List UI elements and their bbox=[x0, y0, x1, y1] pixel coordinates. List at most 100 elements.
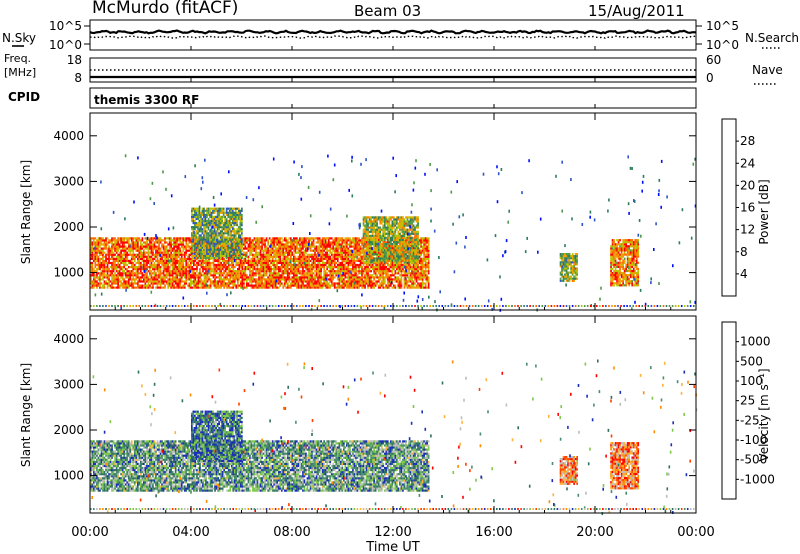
data-cell bbox=[302, 268, 304, 271]
data-cell bbox=[221, 284, 224, 287]
data-cell bbox=[229, 274, 232, 277]
data-cell bbox=[246, 247, 248, 250]
data-cell bbox=[358, 282, 360, 285]
data-cell bbox=[90, 282, 92, 285]
data-cell bbox=[238, 276, 241, 279]
data-cell bbox=[421, 280, 424, 283]
data-cell bbox=[176, 255, 179, 258]
data-cell bbox=[346, 249, 348, 252]
data-cell bbox=[262, 284, 265, 287]
data-cell bbox=[305, 243, 307, 246]
data-cell bbox=[114, 278, 116, 281]
data-cell bbox=[97, 257, 100, 260]
data-cell bbox=[153, 282, 156, 285]
data-cell bbox=[426, 286, 428, 289]
data-cell bbox=[187, 274, 189, 277]
data-cell bbox=[144, 282, 147, 285]
data-cell bbox=[262, 239, 265, 242]
data-cell bbox=[265, 263, 268, 267]
data-cell bbox=[323, 247, 325, 250]
data-cell bbox=[220, 266, 222, 269]
data-cell bbox=[183, 276, 186, 279]
data-cell bbox=[215, 263, 218, 267]
data-cell bbox=[329, 266, 332, 269]
data-cell bbox=[130, 278, 133, 281]
data-cell bbox=[323, 245, 325, 248]
data-cell bbox=[164, 249, 166, 252]
data-cell bbox=[286, 245, 289, 248]
data-cell bbox=[261, 266, 263, 269]
data-cell bbox=[361, 241, 363, 244]
data-cell bbox=[315, 249, 318, 252]
data-cell bbox=[412, 247, 415, 250]
data-cell bbox=[174, 245, 177, 248]
data-cell bbox=[343, 255, 345, 258]
data-cell bbox=[299, 247, 301, 250]
data-cell bbox=[400, 270, 403, 273]
data-cell bbox=[232, 274, 235, 277]
data-cell bbox=[294, 276, 297, 279]
data-cell bbox=[265, 286, 268, 289]
data-cell bbox=[276, 263, 278, 267]
data-cell bbox=[280, 245, 283, 248]
data-cell bbox=[208, 276, 210, 279]
data-cell bbox=[133, 263, 136, 267]
data-cell bbox=[286, 253, 289, 256]
data-cell bbox=[400, 274, 403, 277]
data-cell bbox=[176, 268, 179, 271]
data-cell bbox=[171, 263, 174, 267]
data-cell bbox=[112, 245, 115, 248]
data-cell bbox=[411, 266, 413, 269]
data-cell bbox=[140, 249, 142, 252]
data-cell bbox=[276, 249, 278, 252]
data-cell bbox=[247, 243, 250, 246]
data-cell bbox=[256, 251, 259, 254]
data-cell bbox=[155, 276, 157, 279]
data-cell bbox=[152, 263, 154, 267]
data-cell bbox=[420, 274, 422, 277]
data-cell bbox=[302, 263, 304, 267]
data-cell bbox=[232, 266, 235, 269]
data-cell bbox=[421, 245, 424, 248]
data-cell bbox=[93, 276, 95, 279]
data-cell bbox=[356, 263, 359, 267]
data-cell bbox=[338, 243, 341, 246]
data-cell bbox=[293, 276, 295, 279]
data-cell bbox=[317, 272, 319, 275]
data-cell bbox=[226, 251, 228, 254]
data-cell bbox=[356, 282, 359, 285]
data-cell bbox=[388, 255, 391, 258]
data-cell bbox=[149, 268, 151, 271]
data-cell bbox=[246, 261, 248, 265]
data-cell bbox=[315, 286, 318, 289]
data-cell bbox=[192, 209, 195, 212]
data-cell bbox=[371, 263, 374, 267]
data-cell bbox=[240, 272, 242, 275]
data-cell bbox=[335, 237, 338, 240]
data-cell bbox=[423, 286, 425, 289]
data-cell bbox=[170, 247, 172, 250]
data-cell bbox=[91, 272, 94, 275]
data-cell bbox=[426, 255, 428, 258]
data-cell bbox=[192, 238, 195, 241]
data-cell bbox=[121, 239, 124, 242]
data-cell bbox=[201, 230, 204, 233]
data-cell bbox=[180, 274, 183, 277]
data-cell bbox=[346, 257, 348, 260]
data-cell bbox=[204, 224, 207, 227]
data-cell bbox=[111, 286, 113, 289]
data-cell bbox=[192, 236, 195, 239]
data-cell bbox=[424, 274, 427, 277]
data-cell bbox=[286, 259, 289, 262]
data-cell bbox=[347, 261, 350, 265]
data-cell bbox=[283, 270, 286, 273]
data-cell bbox=[397, 268, 400, 271]
data-cell bbox=[200, 222, 202, 225]
data-cell bbox=[271, 247, 274, 250]
data-cell bbox=[297, 247, 300, 250]
data-cell bbox=[162, 239, 165, 242]
data-cell bbox=[253, 239, 256, 242]
data-cell bbox=[300, 243, 303, 246]
data-cell bbox=[352, 286, 354, 289]
data-cell bbox=[355, 255, 357, 258]
